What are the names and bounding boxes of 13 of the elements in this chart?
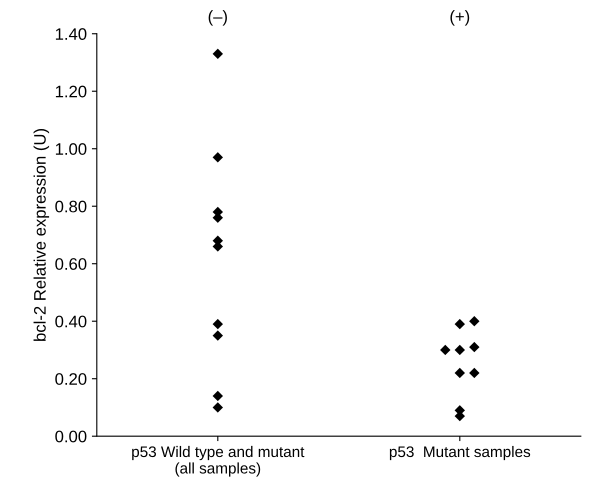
text: (–) [208,10,227,26]
y-axis-title: bcl-2 Relative expression (U) [34,129,50,341]
y-tick-label: 0.20 [55,373,86,385]
y-tick-label: 1.40 [56,28,86,40]
y-tick-label: 0.40 [55,316,86,328]
x-tick-label: p53 Mutant samples [390,446,530,460]
x-tick-label: p53 Wild type and mutant (all samples) [132,446,304,477]
y-tick-label: 1.00 [56,143,86,155]
y-tick-label: 0.60 [55,258,86,270]
y-tick-label: 0.00 [55,430,86,442]
y-tick-label: 0.80 [55,200,86,212]
text: (+) [450,10,470,26]
y-tick-label: 1.20 [56,86,86,98]
